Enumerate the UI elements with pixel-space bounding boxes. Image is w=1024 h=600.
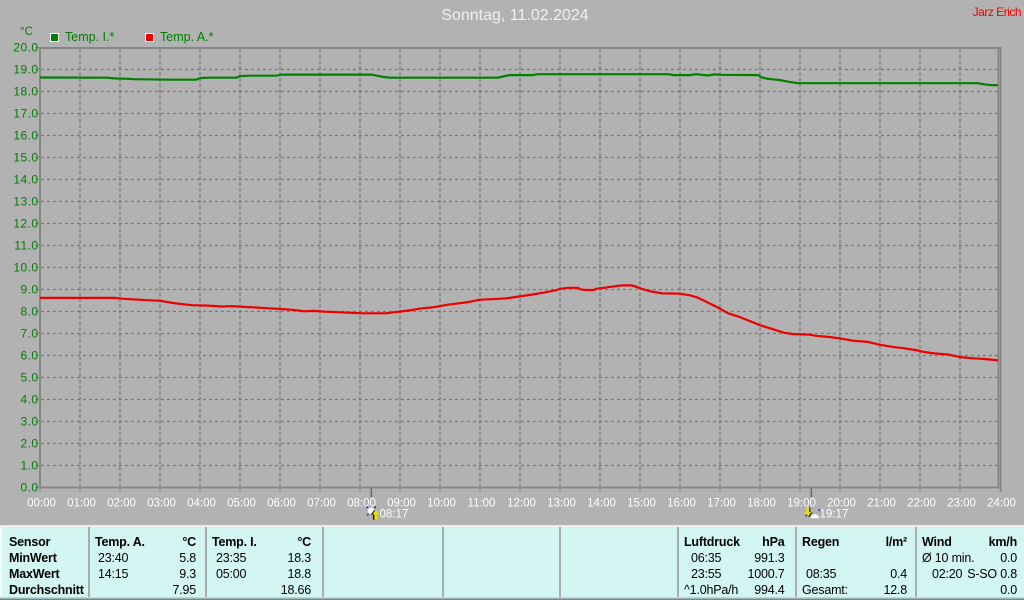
svg-text:0.0: 0.0 xyxy=(20,481,38,495)
svg-text:20:00: 20:00 xyxy=(827,498,856,510)
svg-text:6.0: 6.0 xyxy=(20,349,38,363)
svg-text:18:00: 18:00 xyxy=(747,498,776,510)
svg-text:8.0: 8.0 xyxy=(20,305,38,319)
svg-text:2.0: 2.0 xyxy=(20,437,38,451)
svg-text:1.0: 1.0 xyxy=(20,459,38,473)
svg-text:21:00: 21:00 xyxy=(867,498,896,510)
svg-text:13:00: 13:00 xyxy=(547,498,576,510)
svg-text:11:00: 11:00 xyxy=(468,498,496,510)
svg-text:16:00: 16:00 xyxy=(667,498,696,510)
svg-text:14:00: 14:00 xyxy=(587,498,616,510)
svg-text:22:00: 22:00 xyxy=(907,498,936,510)
svg-text:09:00: 09:00 xyxy=(387,498,416,510)
svg-text:10:00: 10:00 xyxy=(427,498,456,510)
svg-text:13.0: 13.0 xyxy=(13,195,38,209)
svg-text:03:00: 03:00 xyxy=(147,498,176,510)
svg-text:20.0: 20.0 xyxy=(13,41,38,55)
svg-text:08:00: 08:00 xyxy=(347,498,376,510)
svg-text:04:00: 04:00 xyxy=(187,498,216,510)
svg-text:7.0: 7.0 xyxy=(20,327,38,341)
svg-text:06:00: 06:00 xyxy=(267,498,296,510)
svg-text:5.0: 5.0 xyxy=(20,371,38,385)
svg-text:17.0: 17.0 xyxy=(13,107,38,121)
svg-text:3.0: 3.0 xyxy=(20,415,38,429)
svg-text:11.0: 11.0 xyxy=(14,239,38,253)
svg-text:02:00: 02:00 xyxy=(107,498,136,510)
svg-text:12:00: 12:00 xyxy=(507,498,536,510)
svg-text:19:00: 19:00 xyxy=(787,498,816,510)
svg-text:16.0: 16.0 xyxy=(13,129,38,143)
svg-text:4.0: 4.0 xyxy=(20,393,38,407)
svg-text:19:17: 19:17 xyxy=(820,509,849,521)
svg-text:00:00: 00:00 xyxy=(27,498,56,510)
svg-text:15.0: 15.0 xyxy=(13,151,38,165)
svg-text:12.0: 12.0 xyxy=(13,217,38,231)
svg-text:08:17: 08:17 xyxy=(380,509,409,521)
svg-text:9.0: 9.0 xyxy=(20,283,38,297)
svg-text:17:00: 17:00 xyxy=(707,498,736,510)
svg-text:10.0: 10.0 xyxy=(13,261,38,275)
svg-text:05:00: 05:00 xyxy=(227,498,256,510)
svg-text:23:00: 23:00 xyxy=(947,498,976,510)
svg-text:19.0: 19.0 xyxy=(13,63,38,77)
svg-text:14.0: 14.0 xyxy=(13,173,38,187)
svg-text:01:00: 01:00 xyxy=(67,498,96,510)
svg-text:07:00: 07:00 xyxy=(307,498,336,510)
svg-text:24:00: 24:00 xyxy=(987,498,1016,510)
svg-text:15:00: 15:00 xyxy=(627,498,656,510)
svg-text:18.0: 18.0 xyxy=(13,85,38,99)
